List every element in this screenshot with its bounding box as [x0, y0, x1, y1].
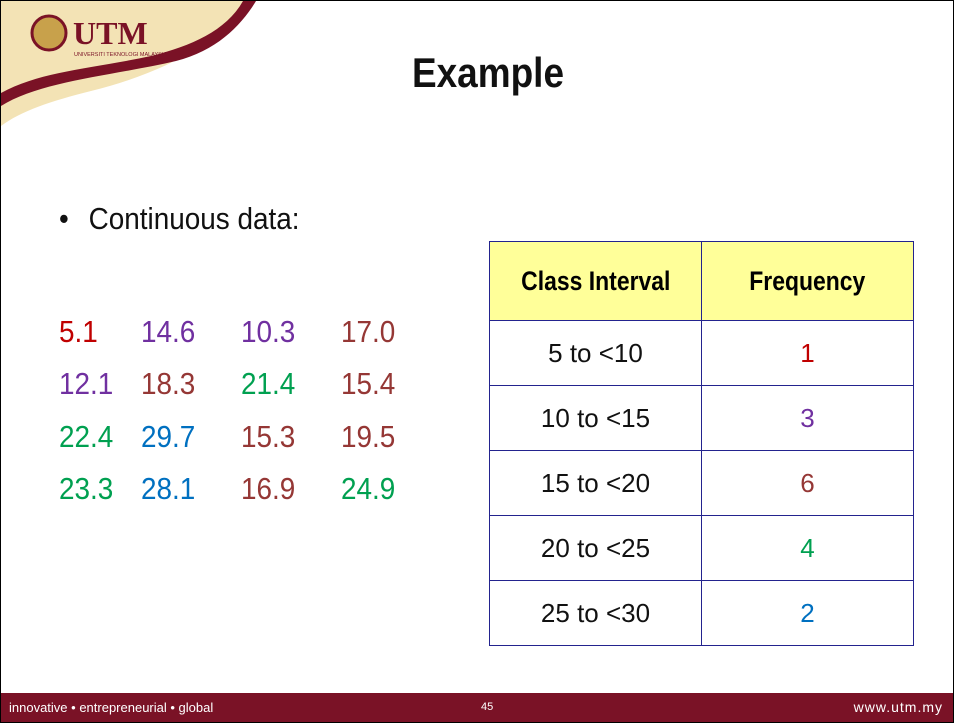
table-row: 25 to <30 2 — [489, 580, 914, 646]
data-value: 23.3 — [59, 471, 114, 506]
data-value: 16.9 — [241, 471, 296, 506]
data-value: 28.1 — [141, 471, 196, 506]
table-row: 20 to <25 4 — [489, 515, 914, 581]
table-row: 15 to <20 6 — [489, 450, 914, 516]
data-value: 18.3 — [141, 366, 196, 401]
data-value: 15.4 — [341, 366, 396, 401]
data-value: 14.6 — [141, 314, 196, 349]
header-cell: Class Interval — [489, 241, 702, 321]
frequency-cell: 1 — [701, 320, 914, 386]
interval-cell: 20 to <25 — [489, 515, 702, 581]
logo-swoosh: UTM UNIVERSITI TEKNOLOGI MALAYSIA — [1, 1, 256, 126]
footer: innovative • entrepreneurial • global 45… — [1, 693, 953, 722]
data-value: 5.1 — [59, 314, 98, 349]
logo-subtitle: UNIVERSITI TEKNOLOGI MALAYSIA — [74, 52, 167, 58]
title: Example — [411, 49, 565, 96]
frequency-cell: 4 — [701, 515, 914, 581]
data-value: 15.3 — [241, 419, 296, 454]
frequency-cell: 3 — [701, 385, 914, 451]
data-value: 12.1 — [59, 366, 114, 401]
data-value: 19.5 — [341, 419, 396, 454]
data-value: 10.3 — [241, 314, 296, 349]
frequency-table: Class Interval Frequency 5 to <10 1 10 to … — [489, 241, 914, 646]
interval-cell: 5 to <10 — [489, 320, 702, 386]
header-text: Class Interval — [520, 265, 671, 296]
data-value: 24.9 — [341, 471, 396, 506]
table-row: 10 to <15 3 — [489, 385, 914, 451]
interval-cell: 25 to <30 — [489, 580, 702, 646]
page-number: 45 — [481, 701, 494, 713]
logo-text: UTM — [73, 15, 148, 51]
data-value: 21.4 — [241, 366, 296, 401]
data-value: 22.4 — [59, 419, 114, 454]
bullet: Continuous data: — [59, 201, 300, 237]
data-value: 17.0 — [341, 314, 396, 349]
table-row: 5 to <10 1 — [489, 320, 914, 386]
header-text: Frequency — [749, 265, 866, 296]
tagline: innovative • entrepreneurial • global — [9, 700, 214, 715]
data-value: 29.7 — [141, 419, 196, 454]
interval-cell: 10 to <15 — [489, 385, 702, 451]
frequency-cell: 6 — [701, 450, 914, 516]
header-cell: Frequency — [701, 241, 914, 321]
url: www.utm.my — [853, 699, 943, 715]
frequency-cell: 2 — [701, 580, 914, 646]
interval-cell: 15 to <20 — [489, 450, 702, 516]
